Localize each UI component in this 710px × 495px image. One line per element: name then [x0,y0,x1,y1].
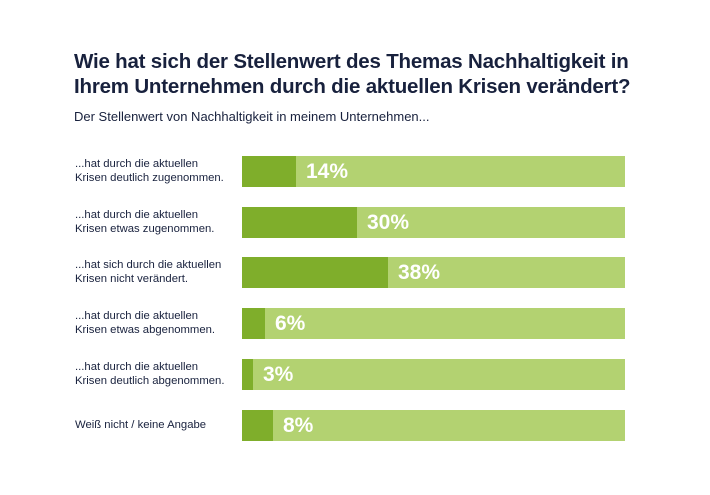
bar-track: 8% [242,410,625,441]
chart-subtitle: Der Stellenwert von Nachhaltigkeit in me… [74,109,430,124]
category-label-line: ...hat durch die aktuellen [75,361,199,373]
category-label-line: Krisen etwas abgenommen. [75,324,216,336]
category-label: ...hat durch die aktuellen Krisen deutlic… [75,360,235,388]
data-label: 14% [306,160,349,183]
chart-title: Wie hat sich der Stellenwert des Themas … [74,50,631,98]
category-label-line: ...hat durch die aktuellen [75,158,199,170]
category-label-line: Weiß nicht / keine Angabe [75,419,207,431]
bar-track: 38% [242,257,625,288]
data-label: 30% [367,211,410,234]
category-label-line: Krisen deutlich zugenommen. [75,172,224,184]
data-label: 38% [398,261,441,284]
bar-track: 30% [242,207,625,238]
bar [242,308,265,339]
category-label-line: Krisen nicht verändert. [75,273,189,285]
category-label: ...hat durch die aktuellen Krisen etwas a… [75,309,235,337]
bar-track: 3% [242,359,625,390]
data-label: 6% [275,312,306,335]
bar-track: 14% [242,156,625,187]
category-label: ...hat durch die aktuellen Krisen etwas z… [75,208,235,236]
category-label: Weiß nicht / keine Angabe [75,418,235,432]
category-label-line: ...hat durch die aktuellen [75,209,199,221]
bar [242,156,296,187]
category-label-line: ...hat sich durch die aktuellen [75,259,222,271]
category-label-line: Krisen deutlich abgenommen. [75,375,225,387]
bar [242,207,357,238]
category-label: ...hat sich durch die aktuellen Krisen ni… [75,258,235,286]
category-label-line: ...hat durch die aktuellen [75,310,199,322]
data-label: 3% [263,363,294,386]
category-label: ...hat durch die aktuellen Krisen deutlic… [75,157,235,185]
bar [242,410,273,441]
bar [242,359,253,390]
data-label: 8% [283,414,314,437]
bar-track: 6% [242,308,625,339]
category-label-line: Krisen etwas zugenommen. [75,223,215,235]
bar [242,257,388,288]
